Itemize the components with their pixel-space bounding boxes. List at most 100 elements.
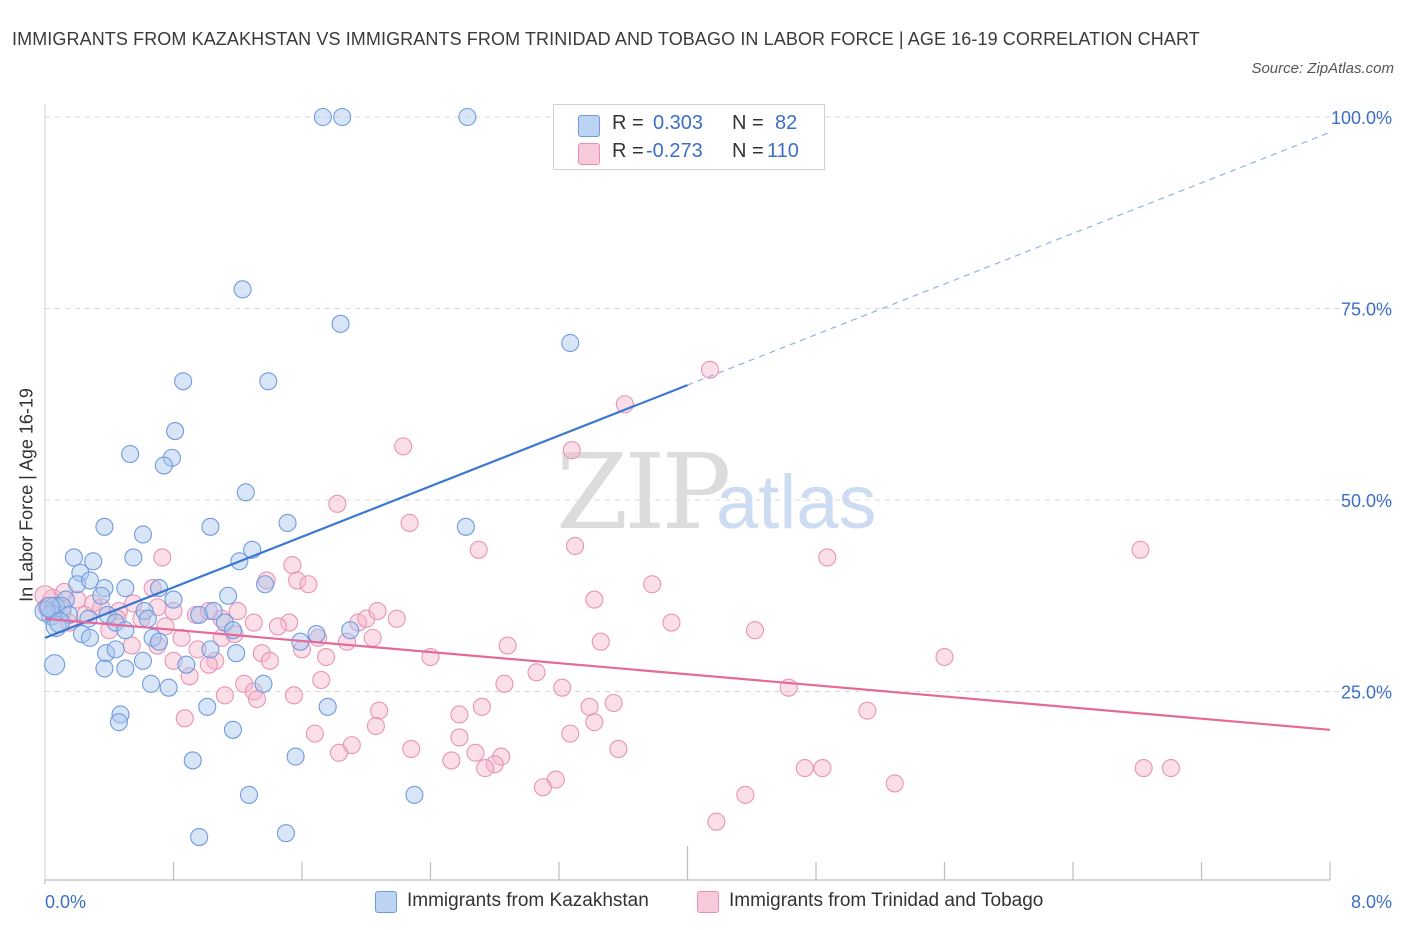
- point-kazakhstan: [278, 513, 297, 533]
- point-kazakhstan: [458, 107, 477, 127]
- point-trinidad: [363, 628, 382, 647]
- x-tick-label: 0.0%: [45, 892, 86, 912]
- point-trinidad: [175, 709, 194, 728]
- legend-r-label: R =: [612, 112, 644, 134]
- point-trinidad: [700, 360, 720, 379]
- point-trinidad: [156, 617, 175, 636]
- point-trinidad: [476, 759, 495, 778]
- point-trinidad: [172, 628, 191, 647]
- point-trinidad: [284, 686, 304, 705]
- point-trinidad: [283, 556, 302, 575]
- point-trinidad: [370, 701, 389, 720]
- point-kazakhstan: [96, 644, 116, 663]
- point-trinidad: [400, 513, 419, 533]
- point-trinidad: [553, 678, 572, 697]
- point-kazakhstan: [154, 456, 173, 475]
- point-trinidad: [858, 701, 877, 720]
- point-trinidad: [662, 613, 681, 632]
- point-trinidad: [305, 724, 324, 743]
- point-trinidad: [736, 785, 755, 804]
- point-kazakhstan: [233, 280, 252, 299]
- axes: [44, 104, 1331, 884]
- point-trinidad: [442, 751, 461, 770]
- watermark-atlas: atlas: [716, 460, 877, 545]
- point-trinidad: [244, 613, 263, 632]
- legend-r-label: R =: [612, 140, 644, 162]
- point-kazakhstan: [198, 697, 217, 716]
- y-tick-label: 50.0%: [1341, 491, 1392, 511]
- legend-r-value: -0.273: [646, 140, 703, 162]
- point-kazakhstan: [106, 613, 125, 632]
- point-trinidad: [495, 674, 514, 693]
- point-trinidad: [885, 774, 904, 793]
- legend-n-value: 110: [767, 140, 799, 162]
- legend-r-value: 0.303: [653, 112, 704, 134]
- point-kazakhstan: [236, 483, 255, 502]
- point-kazakhstan: [183, 751, 202, 770]
- point-trinidad: [498, 636, 517, 655]
- point-kazakhstan: [259, 372, 278, 391]
- point-trinidad: [485, 755, 504, 774]
- point-trinidad: [562, 441, 581, 460]
- point-trinidad: [935, 647, 954, 667]
- point-trinidad: [312, 670, 331, 690]
- point-trinidad: [604, 693, 623, 713]
- point-trinidad: [387, 609, 406, 628]
- trend-line-kazakhstan: [44, 384, 688, 639]
- point-kazakhstan: [318, 697, 337, 716]
- point-kazakhstan: [116, 659, 135, 678]
- point-trinidad: [591, 632, 610, 651]
- point-kazakhstan: [111, 705, 130, 724]
- point-trinidad: [235, 674, 254, 693]
- point-kazakhstan: [177, 655, 196, 674]
- point-trinidad: [1134, 759, 1153, 778]
- point-kazakhstan: [71, 563, 90, 582]
- point-trinidad: [585, 590, 604, 609]
- point-kazakhstan: [138, 609, 157, 628]
- point-kazakhstan: [149, 632, 169, 651]
- point-kazakhstan: [276, 824, 295, 843]
- point-trinidad: [188, 640, 207, 659]
- point-trinidad: [402, 739, 421, 759]
- legend-n-value: 82: [775, 112, 798, 134]
- point-kazakhstan: [109, 713, 128, 732]
- x-tick-label: 8.0%: [1351, 892, 1392, 912]
- point-kazakhstan: [121, 444, 140, 464]
- watermark-zip: ZIP: [556, 431, 728, 553]
- point-trinidad: [368, 602, 387, 621]
- point-trinidad: [469, 540, 488, 559]
- point-trinidad: [472, 697, 491, 716]
- point-kazakhstan: [133, 651, 153, 670]
- grid-lines: [45, 116, 1392, 692]
- point-trinidad: [288, 571, 307, 590]
- point-kazakhstan: [159, 678, 178, 697]
- point-kazakhstan: [95, 517, 114, 536]
- point-kazakhstan: [141, 674, 161, 693]
- trend-line-trinidad: [44, 617, 1331, 731]
- point-trinidad: [818, 548, 837, 567]
- point-kazakhstan: [190, 827, 209, 847]
- point-kazakhstan: [333, 107, 352, 127]
- point-kazakhstan: [80, 571, 100, 590]
- point-trinidad: [585, 713, 604, 732]
- point-kazakhstan: [219, 586, 238, 605]
- y-axis-label: In Labor Force | Age 16-19: [16, 388, 37, 602]
- point-kazakhstan: [190, 605, 209, 624]
- legend-n-label: N =: [732, 112, 764, 134]
- point-trinidad: [533, 778, 552, 797]
- point-kazakhstan: [313, 107, 332, 127]
- point-trinidad: [566, 536, 585, 556]
- point-kazakhstan: [456, 517, 475, 536]
- point-trinidad: [329, 743, 348, 762]
- watermark: ZIP atlas: [556, 431, 877, 553]
- point-trinidad: [527, 663, 546, 682]
- point-kazakhstan: [133, 525, 153, 544]
- point-kazakhstan: [44, 654, 66, 676]
- point-trinidad: [394, 437, 413, 456]
- point-trinidad: [561, 724, 580, 743]
- point-kazakhstan: [227, 644, 246, 663]
- point-trinidad: [260, 651, 279, 670]
- point-trinidad: [450, 705, 469, 724]
- point-kazakhstan: [116, 579, 135, 598]
- point-trinidad: [153, 548, 172, 567]
